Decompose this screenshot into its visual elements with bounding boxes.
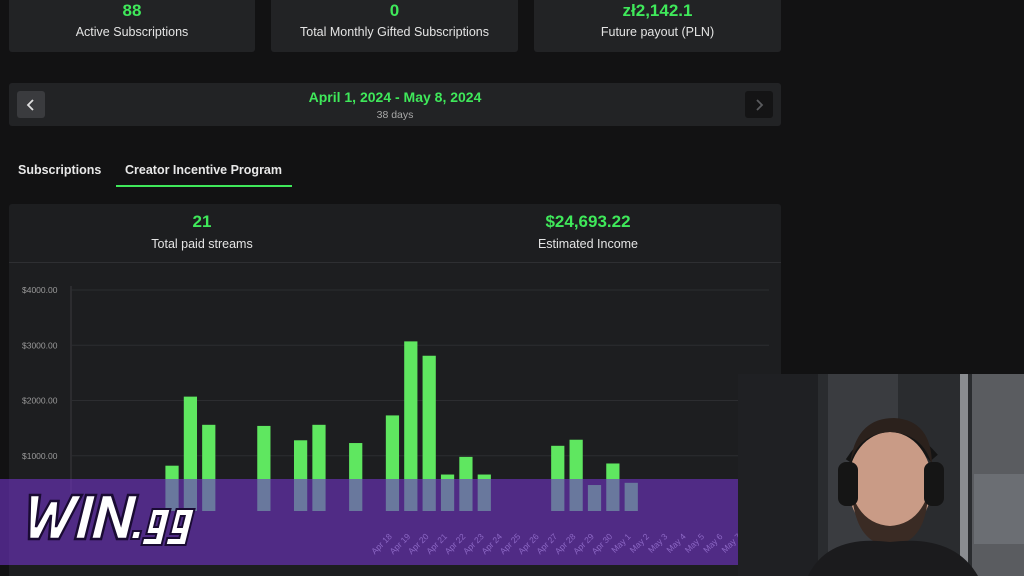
bar[interactable] [404, 341, 418, 511]
gifted-subscriptions-label: Total Monthly Gifted Subscriptions [300, 25, 489, 39]
previous-period-button[interactable] [17, 91, 45, 118]
y-tick-label: $4000.00 [22, 285, 58, 295]
future-payout-label: Future payout (PLN) [600, 25, 715, 39]
paid-streams-value: 21 [192, 212, 212, 231]
win-gg-logo [27, 493, 196, 546]
bar[interactable] [422, 355, 436, 511]
paid-streams-label: Total paid streams [151, 237, 253, 251]
tab-subscriptions[interactable]: Subscriptions [18, 163, 102, 177]
panel-divider [9, 262, 781, 263]
future-payout-value: zł2,142.1 [622, 1, 693, 20]
webcam-feed [738, 374, 1024, 576]
chevron-left-icon [26, 98, 34, 111]
y-tick-label: $3000.00 [22, 340, 58, 350]
active-subscriptions-card: 88 Active Subscriptions [9, 0, 255, 52]
gifted-subscriptions-value: 0 [389, 1, 400, 20]
active-tab-indicator [116, 185, 292, 187]
tab-creator-incentive-program[interactable]: Creator Incentive Program [125, 163, 282, 177]
estimated-income-stat: $24,693.22 Estimated Income [395, 212, 781, 251]
estimated-income-label: Estimated Income [537, 237, 639, 251]
active-subscriptions-label: Active Subscriptions [75, 25, 189, 39]
estimated-income-value: $24,693.22 [545, 212, 631, 231]
active-subscriptions-value: 88 [122, 1, 142, 20]
future-payout-card: zł2,142.1 Future payout (PLN) [534, 0, 781, 52]
date-range-text: April 1, 2024 - May 8, 2024 [308, 89, 482, 105]
date-range-bar: April 1, 2024 - May 8, 2024 38 days [9, 83, 781, 126]
gifted-subscriptions-card: 0 Total Monthly Gifted Subscriptions [271, 0, 518, 52]
chevron-right-icon [756, 98, 764, 111]
date-range-days: 38 days [376, 109, 414, 121]
next-period-button[interactable] [745, 91, 773, 118]
y-tick-label: $2000.00 [22, 396, 58, 406]
paid-streams-stat: 21 Total paid streams [9, 212, 395, 251]
y-tick-label: $1000.00 [22, 451, 58, 461]
